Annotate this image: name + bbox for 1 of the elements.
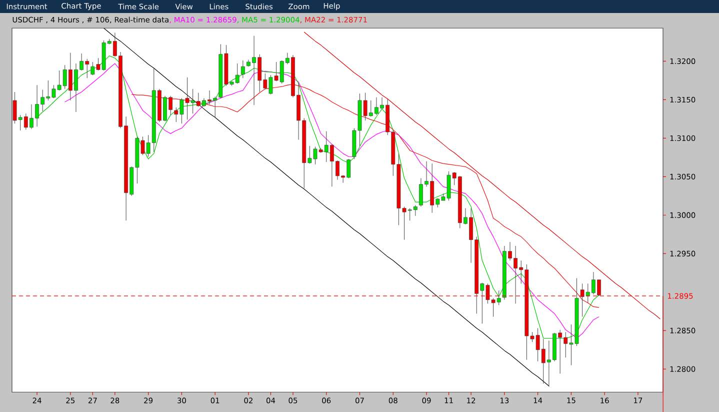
candlestick xyxy=(240,60,245,78)
